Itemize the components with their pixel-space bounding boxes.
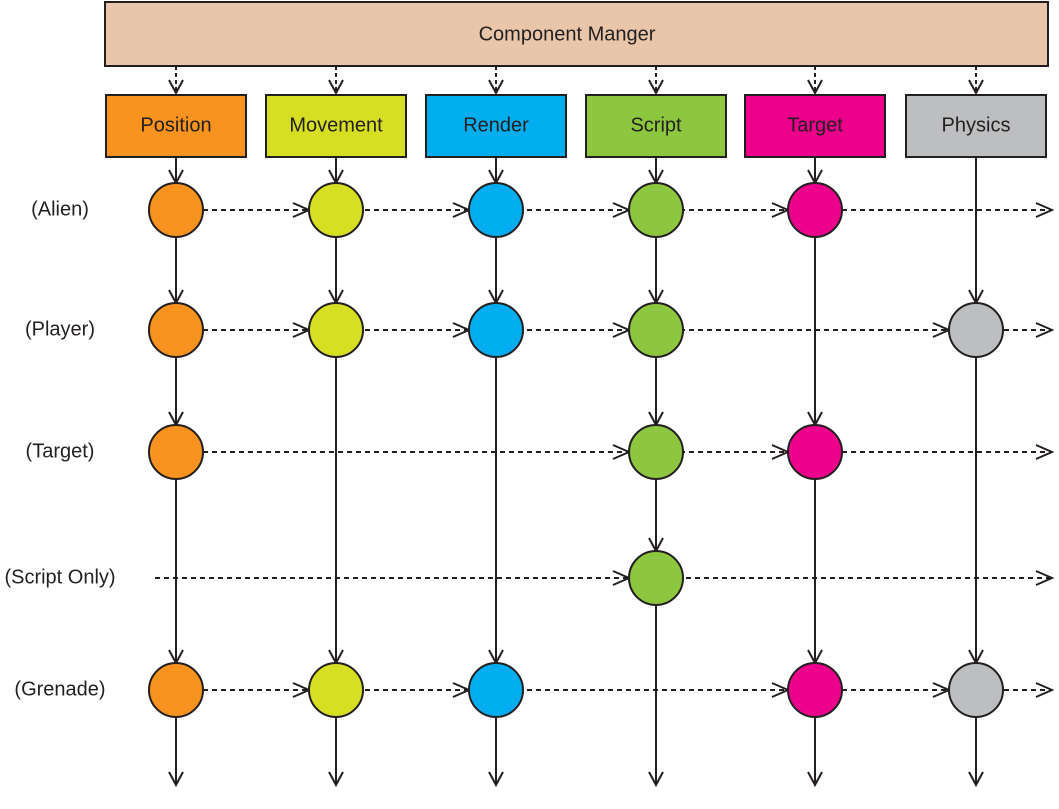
arrow-head: [488, 79, 504, 96]
arrow-head: [168, 771, 184, 788]
entity-component: [148, 662, 204, 718]
component-box: [744, 94, 886, 158]
component-label: Movement: [289, 114, 383, 136]
entity-component: [948, 662, 1004, 718]
component-label: Script: [630, 114, 682, 136]
entity-component: [787, 424, 843, 480]
arrow-head: [1035, 322, 1055, 338]
entity-label: (Player): [25, 318, 95, 340]
entity-label: (Alien): [31, 198, 89, 220]
arrow-head: [648, 79, 664, 96]
entity-component: [308, 182, 364, 238]
entity-component: [628, 302, 684, 358]
header-box: [104, 1, 1049, 67]
entity-component: [148, 424, 204, 480]
entity-component: [468, 662, 524, 718]
entity-label: (Script Only): [4, 566, 115, 588]
arrow-head: [1035, 682, 1055, 698]
entity-component: [628, 550, 684, 606]
entity-component: [787, 662, 843, 718]
header-title: Component Manger: [479, 23, 656, 45]
component-box: [425, 94, 567, 158]
component-label: Physics: [942, 114, 1011, 136]
arrow-head: [1035, 202, 1055, 218]
entity-label: (Grenade): [14, 678, 105, 700]
entity-component: [948, 302, 1004, 358]
component-label: Render: [463, 114, 529, 136]
component-box: [105, 94, 247, 158]
entity-component: [468, 302, 524, 358]
arrow-head: [328, 79, 344, 96]
arrow-head: [807, 79, 823, 96]
entity-component: [148, 182, 204, 238]
entity-component: [308, 302, 364, 358]
arrow-head: [968, 771, 984, 788]
component-label: Position: [140, 114, 211, 136]
arrow-head: [1035, 444, 1055, 460]
arrow-head: [968, 79, 984, 96]
connections: [155, 66, 1055, 788]
entity-component: [628, 182, 684, 238]
nodes: Position Movement Render Script Target Physic…: [4, 94, 1047, 718]
entity-component: [468, 182, 524, 238]
entity-label: (Target): [26, 440, 95, 462]
entity-component: [787, 182, 843, 238]
arrow-head: [807, 771, 823, 788]
component-label: Target: [787, 114, 843, 136]
arrow-head: [648, 771, 664, 788]
arrow-head: [1035, 570, 1055, 586]
arrow-head: [168, 79, 184, 96]
entity-component: [308, 662, 364, 718]
entity-component: [628, 424, 684, 480]
component-box: [905, 94, 1047, 158]
arrow-head: [328, 771, 344, 788]
component-box: [585, 94, 727, 158]
component-box: [265, 94, 407, 158]
arrow-head: [488, 771, 504, 788]
entity-component: [148, 302, 204, 358]
